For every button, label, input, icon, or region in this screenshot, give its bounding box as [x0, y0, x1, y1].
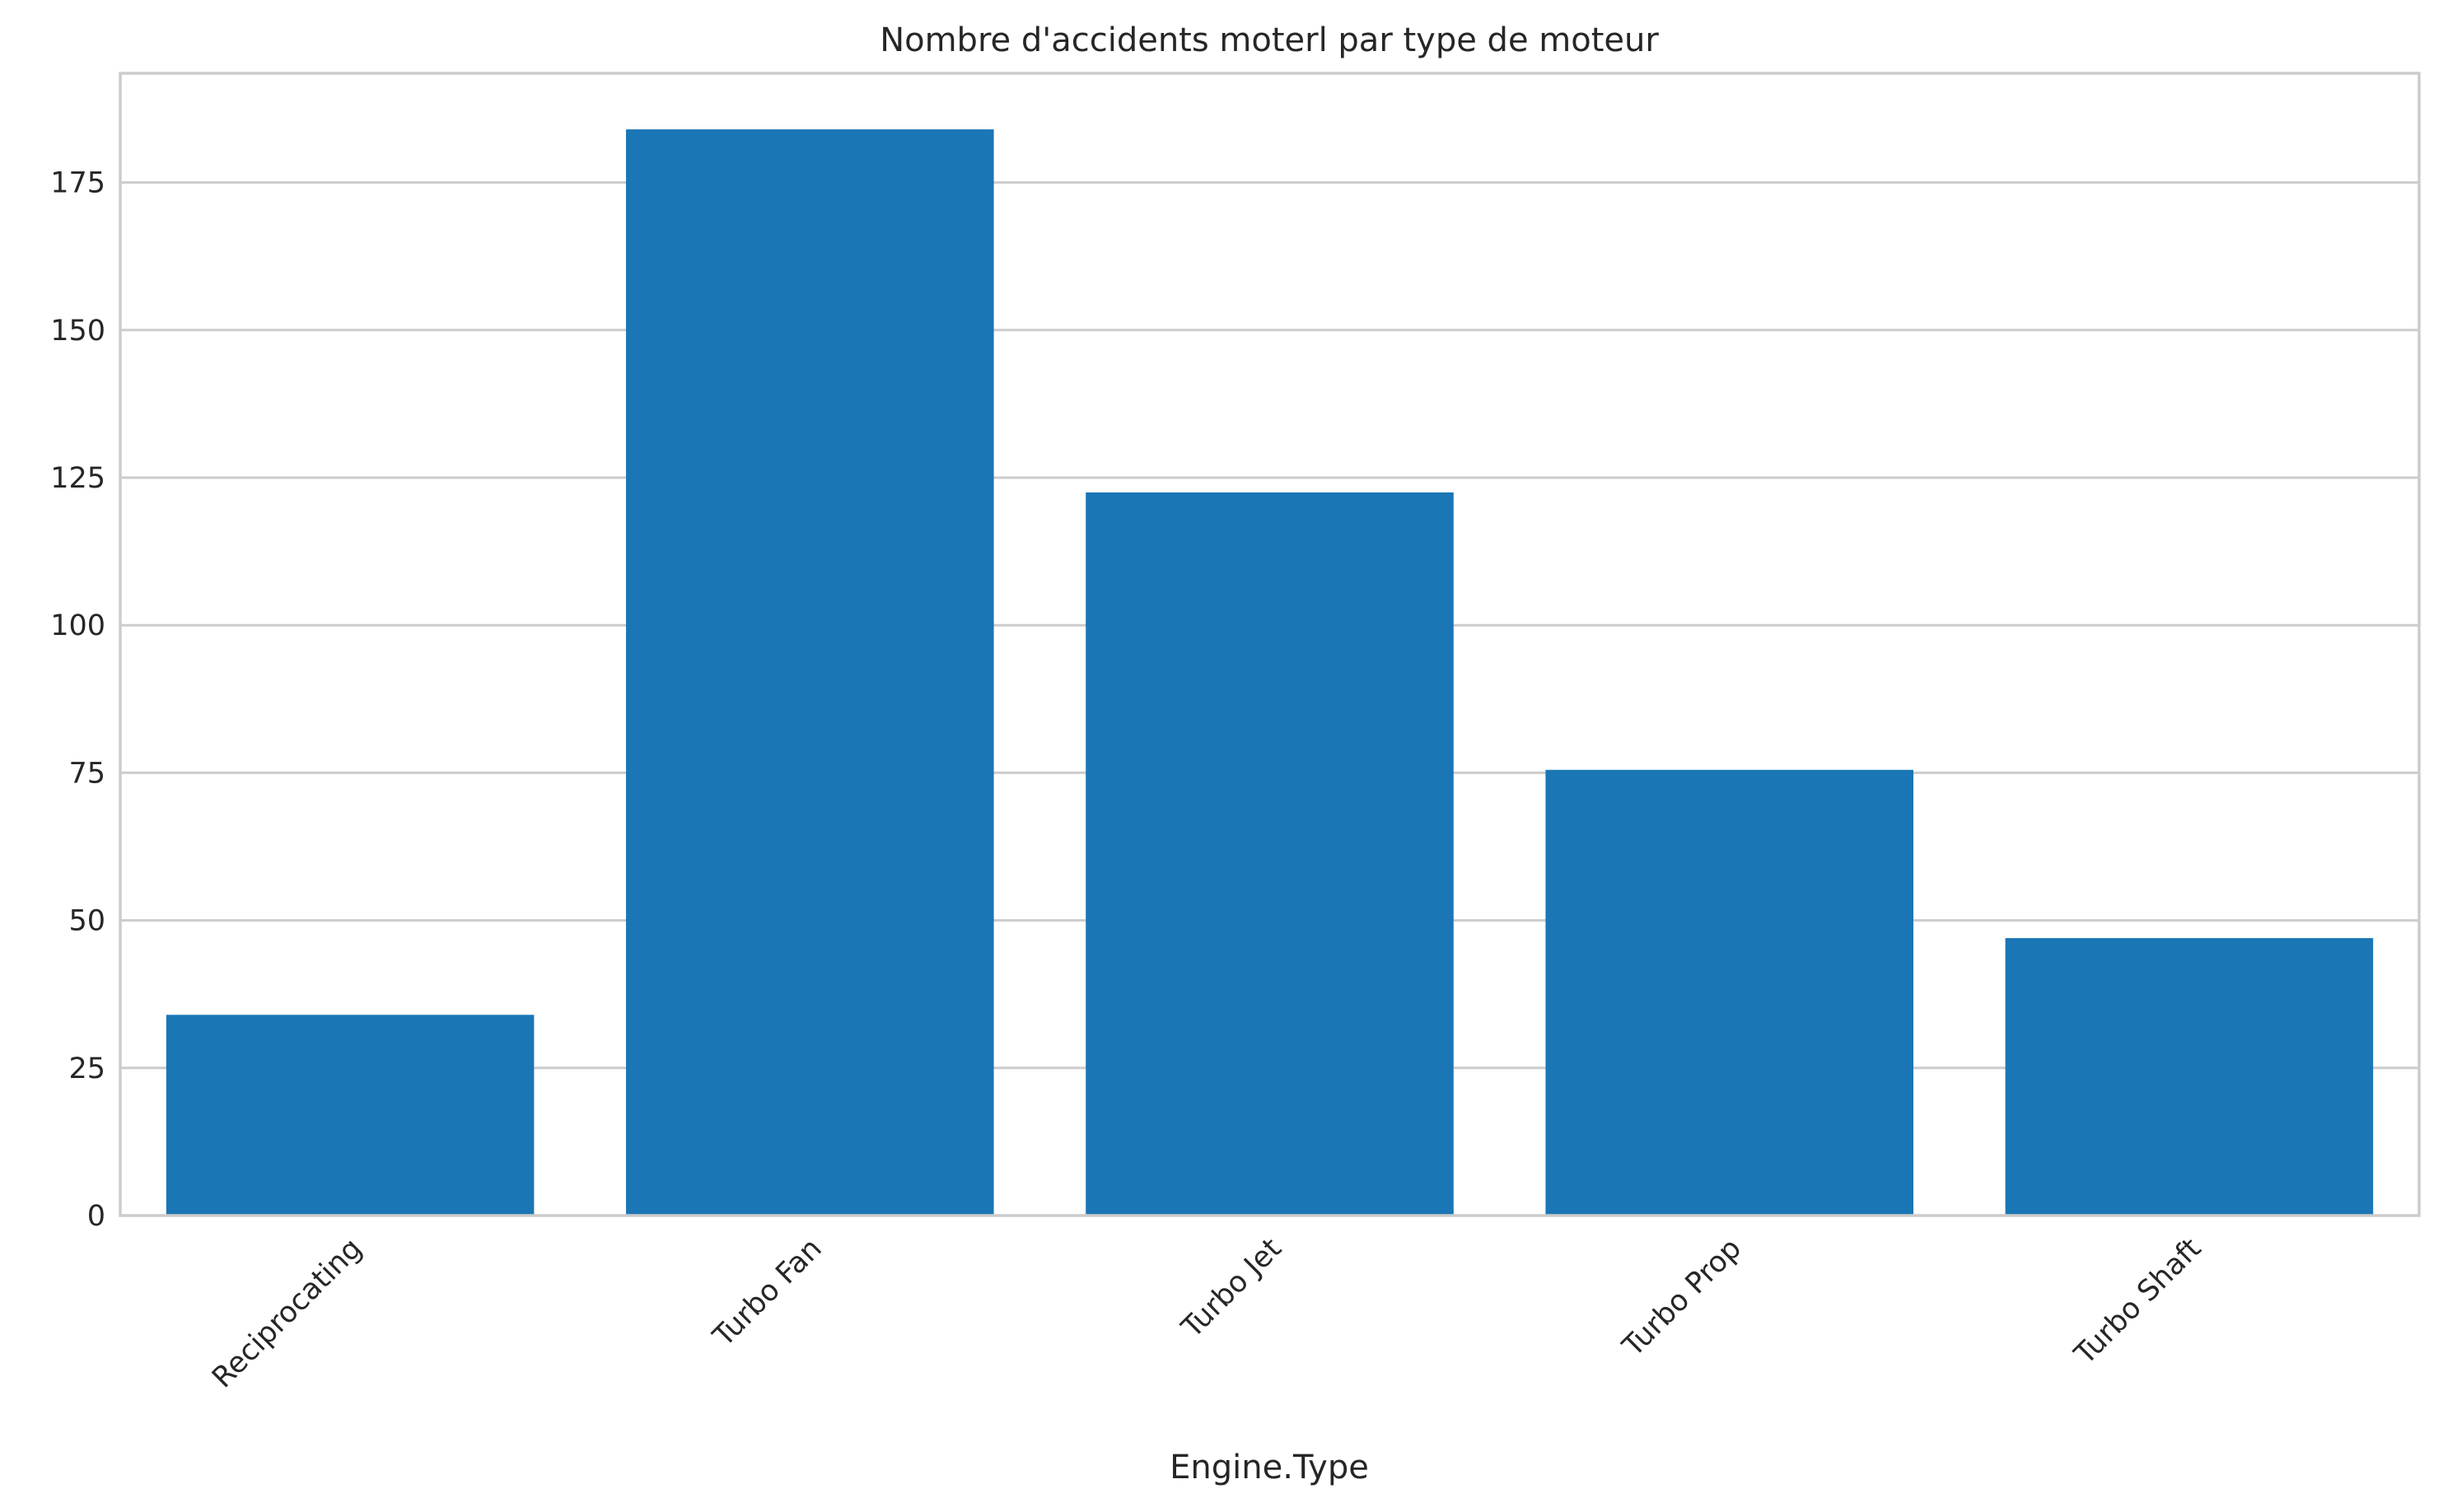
x-axis-label: Engine.Type: [1170, 1449, 1369, 1486]
y-tick-labels: 0 25 50 75 100 125 150 175: [50, 167, 105, 1233]
bar: [626, 129, 994, 1216]
y-tick-label: 75: [68, 757, 105, 790]
y-tick-label: 100: [50, 609, 105, 642]
bars: [166, 129, 2374, 1216]
bar: [166, 1015, 535, 1216]
y-tick-label: 175: [50, 167, 105, 200]
y-tick-label: 25: [68, 1052, 105, 1085]
chart-title: Nombre d'accidents moterl par type de mo…: [880, 21, 1659, 59]
plot-frame: [119, 72, 2421, 1217]
y-tick-label: 125: [50, 462, 105, 495]
y-tick-label: 50: [68, 905, 105, 938]
y-tick-label: 0: [87, 1200, 105, 1233]
bar: [1086, 492, 1454, 1216]
bar: [1545, 769, 1913, 1216]
bar: [2005, 938, 2374, 1216]
y-tick-label: 150: [50, 315, 105, 348]
